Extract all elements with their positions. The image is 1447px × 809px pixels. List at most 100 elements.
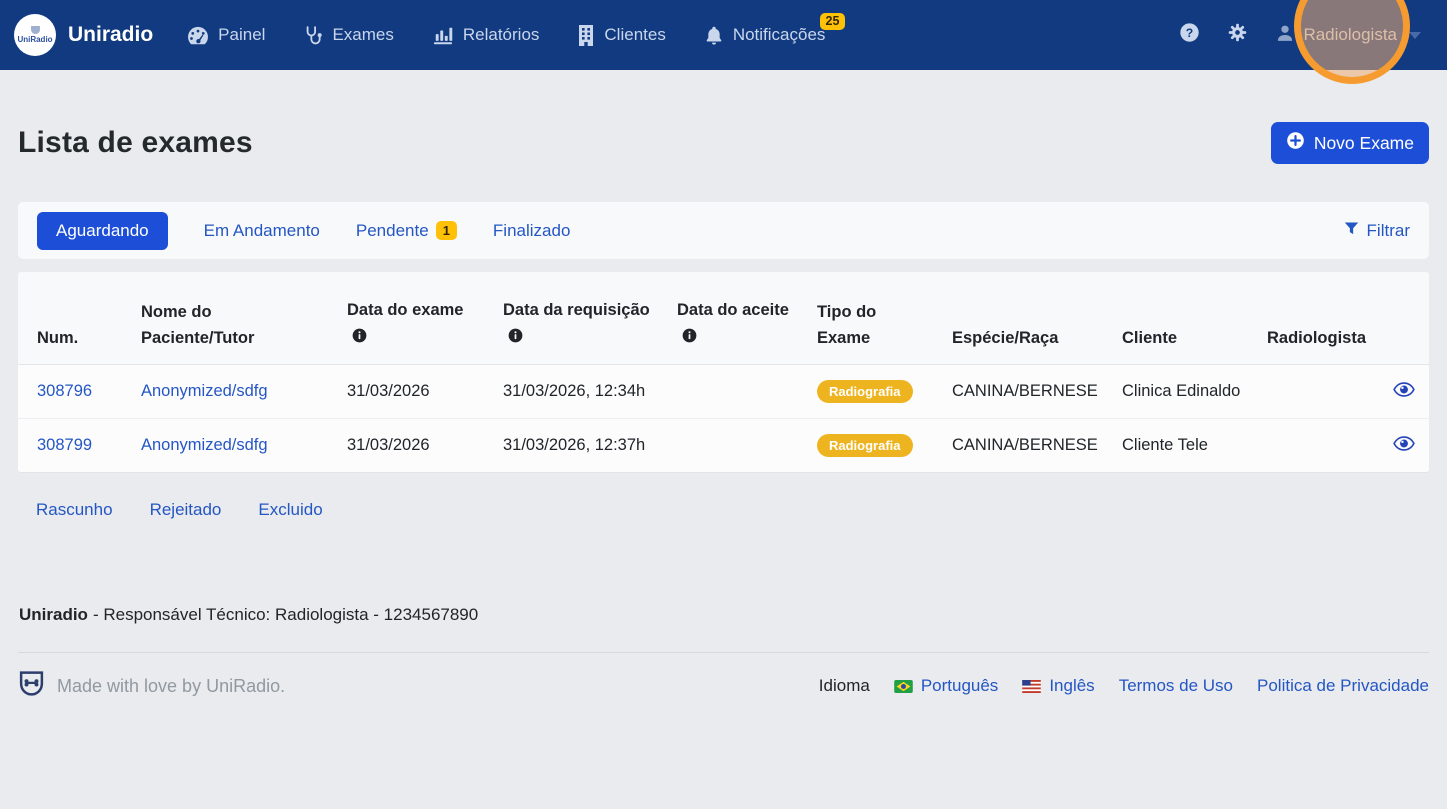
- tab-finalizado[interactable]: Finalizado: [493, 221, 571, 241]
- species: CANINA/BERNESE: [933, 418, 1103, 473]
- nav-item-exames[interactable]: Exames: [303, 25, 394, 46]
- exams-table: Num. Nome do Paciente/Tutor Data do exam…: [18, 272, 1429, 473]
- chevron-down-icon: [1409, 31, 1421, 39]
- eye-icon: [1393, 381, 1415, 400]
- privacy-policy-link[interactable]: Politica de Privacidade: [1257, 676, 1429, 696]
- exam-number-link[interactable]: 308796: [37, 382, 93, 401]
- exam-type-badge: Radiografia: [817, 380, 913, 404]
- info-icon[interactable]: [352, 326, 367, 352]
- info-icon[interactable]: [508, 326, 523, 352]
- svg-text:?: ?: [1186, 26, 1193, 40]
- language-portugues[interactable]: Português: [894, 676, 998, 696]
- language-ingles[interactable]: Inglês: [1022, 676, 1095, 696]
- main-content: Lista de exames Novo Exame Aguardando Em…: [0, 122, 1447, 702]
- exam-type-badge: Radiografia: [817, 434, 913, 458]
- status-link-rascunho[interactable]: Rascunho: [36, 500, 113, 520]
- user-name: Radiologista: [1303, 25, 1397, 44]
- exam-date: 31/03/2026: [347, 382, 430, 401]
- language-label: Idioma: [818, 676, 870, 696]
- info-icon[interactable]: [682, 326, 697, 352]
- nav-item-painel[interactable]: Painel: [187, 25, 265, 45]
- page-title: Lista de exames: [18, 126, 253, 159]
- table-row: 308796 Anonymized/sdfg 31/03/2026 31/03/…: [18, 365, 1429, 419]
- nav-item-notificacoes[interactable]: Notificações 25: [704, 12, 846, 46]
- filter-label: Filtrar: [1366, 220, 1410, 240]
- made-with-text: Made with love by UniRadio.: [57, 675, 286, 696]
- pendente-count-badge: 1: [435, 221, 457, 240]
- eye-icon: [1393, 435, 1415, 454]
- brand[interactable]: UniRadio Uniradio: [14, 14, 153, 56]
- request-date: 31/03/2026, 12:34h: [503, 382, 646, 401]
- help-icon[interactable]: ?: [1179, 22, 1200, 48]
- uniradio-bone-icon: [18, 670, 45, 702]
- request-date: 31/03/2026, 12:37h: [484, 418, 658, 473]
- navbar: UniRadio Uniradio Painel Exames Relatóri…: [0, 0, 1447, 84]
- tab-label: Finalizado: [492, 220, 571, 240]
- col-accept-date: Data do aceite: [658, 272, 798, 366]
- nav-item-relatorios[interactable]: Relatórios: [432, 25, 540, 45]
- patient-link[interactable]: Anonymized/sdfg: [141, 436, 268, 455]
- status-link-rejeitado[interactable]: Rejeitado: [149, 500, 222, 520]
- filter-button[interactable]: Filtrar: [1343, 220, 1410, 242]
- nav-item-label: Exames: [332, 25, 394, 44]
- bell-icon: [704, 25, 724, 46]
- terms-of-use-link[interactable]: Termos de Uso: [1118, 676, 1234, 696]
- tech-brand: Uniradio: [19, 605, 88, 625]
- view-exam-button[interactable]: [1393, 435, 1415, 454]
- status-link-excluido[interactable]: Excluido: [258, 500, 323, 520]
- logo-shield-icon: [30, 26, 40, 34]
- new-exam-button[interactable]: Novo Exame: [1270, 122, 1429, 164]
- gauge-icon: [187, 26, 209, 45]
- client: Clinica Edinaldo: [1122, 382, 1241, 401]
- nav-item-label: Notificações: [732, 25, 826, 44]
- navbar-right: ? Radiologista: [1179, 22, 1421, 48]
- brazil-flag-icon: [894, 679, 913, 693]
- col-exam-date: Data do exame: [328, 272, 484, 366]
- gear-icon[interactable]: [1227, 22, 1248, 48]
- nav-item-clientes[interactable]: Clientes: [577, 24, 666, 46]
- tab-aguardando[interactable]: Aguardando: [37, 211, 168, 250]
- exam-date: 31/03/2026: [328, 418, 484, 473]
- col-exam-type: Tipo do Exame: [798, 272, 933, 366]
- language-link-label: Inglês: [1049, 676, 1095, 696]
- nav-item-label: Relatórios: [462, 25, 540, 44]
- tabs-bar: Aguardando Em Andamento Pendente 1 Final…: [18, 202, 1429, 259]
- page-header: Lista de exames Novo Exame: [18, 122, 1429, 164]
- logo-text: UniRadio: [17, 35, 53, 44]
- nav-item-label: Painel: [218, 25, 266, 44]
- new-exam-button-label: Novo Exame: [1313, 132, 1414, 153]
- brand-name: Uniradio: [68, 23, 154, 46]
- notifications-count-badge: 25: [819, 12, 846, 31]
- radiologist: [1248, 365, 1370, 419]
- user-menu[interactable]: Radiologista: [1275, 23, 1421, 48]
- col-patient: Nome do Paciente/Tutor: [122, 272, 328, 366]
- col-client: Cliente: [1103, 272, 1248, 366]
- radiologist: [1248, 418, 1370, 473]
- table-header-row: Num. Nome do Paciente/Tutor Data do exam…: [18, 272, 1429, 366]
- hospital-icon: [577, 24, 595, 46]
- client: Cliente Tele: [1103, 418, 1248, 473]
- tab-em-andamento[interactable]: Em Andamento: [204, 221, 320, 241]
- user-icon: [1275, 23, 1295, 48]
- accept-date: [658, 418, 798, 473]
- col-request-date: Data da requisição: [484, 272, 658, 366]
- bar-chart-icon: [432, 25, 454, 45]
- col-num: Num.: [18, 272, 122, 366]
- col-species: Espécie/Raça: [933, 272, 1103, 366]
- tab-label: Em Andamento: [203, 220, 320, 240]
- stethoscope-icon: [303, 25, 323, 46]
- patient-link[interactable]: Anonymized/sdfg: [141, 382, 268, 401]
- exams-table-card: Num. Nome do Paciente/Tutor Data do exam…: [18, 272, 1429, 474]
- nav-items: Painel Exames Relatórios Clientes Notifi…: [187, 12, 846, 46]
- nav-item-label: Clientes: [604, 25, 666, 44]
- usa-flag-icon: [1022, 679, 1042, 693]
- tab-label: Pendente: [355, 220, 429, 240]
- uniradio-logo: UniRadio: [14, 14, 56, 56]
- tab-pendente[interactable]: Pendente 1: [356, 221, 457, 241]
- exam-number-link[interactable]: 308799: [37, 436, 93, 455]
- col-radiologist: Radiologista: [1248, 272, 1370, 366]
- table-row: 308799 Anonymized/sdfg 31/03/2026 31/03/…: [18, 418, 1429, 473]
- view-exam-button[interactable]: [1393, 381, 1415, 400]
- accept-date: [658, 365, 798, 419]
- col-actions: [1370, 272, 1429, 366]
